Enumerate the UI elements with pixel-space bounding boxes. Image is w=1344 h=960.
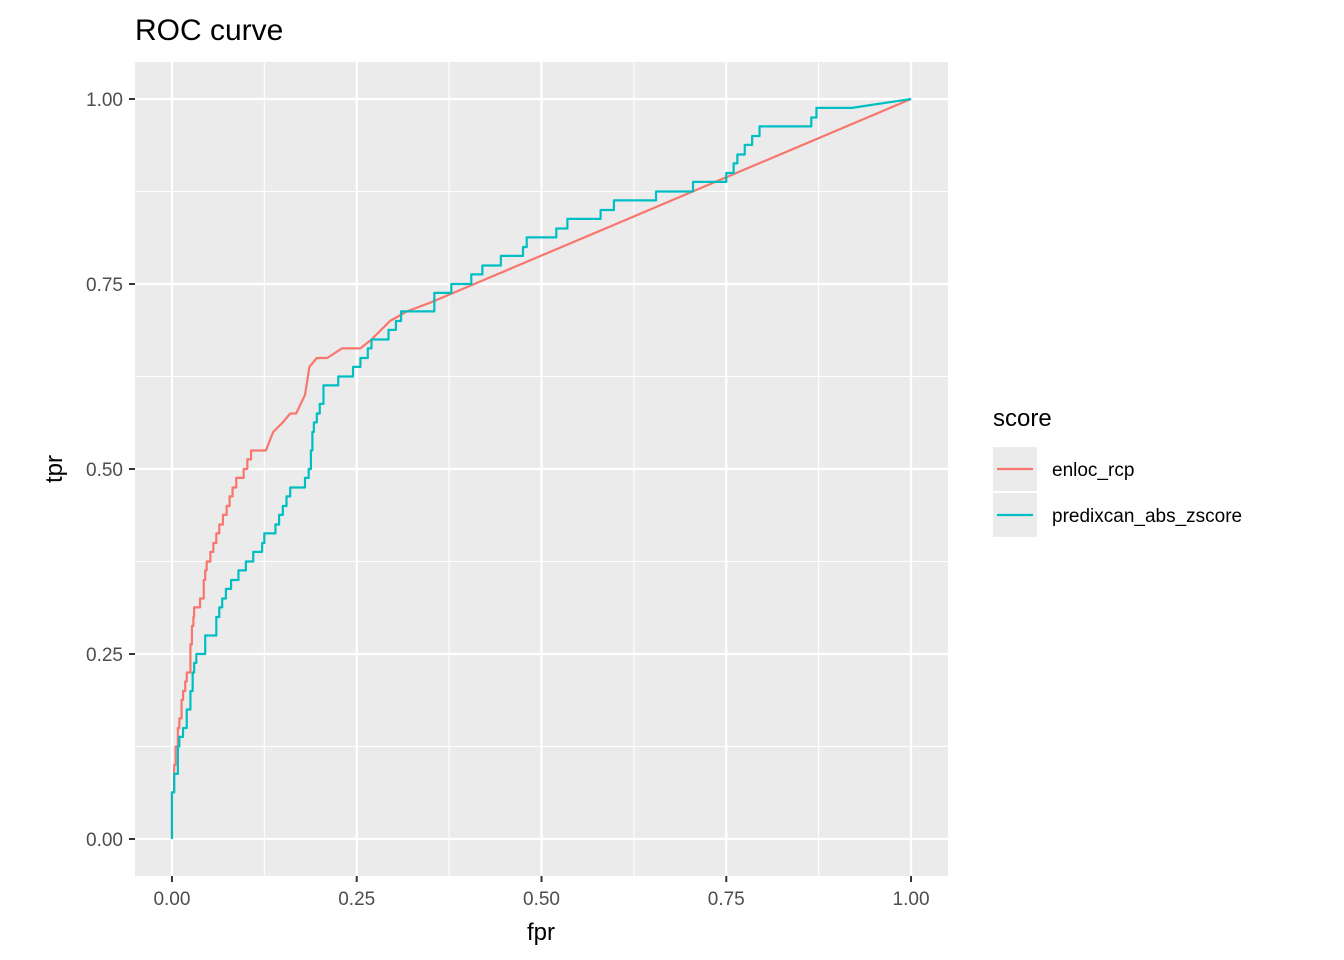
y-tick-label: 1.00 xyxy=(86,90,123,111)
legend: score enloc_rcp predixcan_abs_zscore xyxy=(993,405,1242,537)
series-layer xyxy=(170,97,912,839)
y-axis: 0.00 0.25 0.50 0.75 1.00 xyxy=(86,90,135,851)
series-line-predixcan-abs-zscore xyxy=(170,97,912,839)
series-line-enloc-rcp xyxy=(170,97,912,839)
y-tick-label: 0.75 xyxy=(86,275,123,296)
x-tick-label: 0.50 xyxy=(523,889,560,910)
legend-label: enloc_rcp xyxy=(1052,460,1134,481)
x-axis-title: fpr xyxy=(527,919,555,946)
x-tick-label: 0.25 xyxy=(338,889,375,910)
x-axis: 0.00 0.25 0.50 0.75 1.00 xyxy=(153,876,930,910)
major-gridlines xyxy=(135,62,948,876)
legend-title: score xyxy=(993,405,1052,432)
x-tick-label: 1.00 xyxy=(893,889,930,910)
x-tick-label: 0.75 xyxy=(708,889,745,910)
y-tick-label: 0.25 xyxy=(86,645,123,666)
chart-title: ROC curve xyxy=(135,14,283,47)
y-tick-label: 0.00 xyxy=(86,830,123,851)
y-tick-label: 0.50 xyxy=(86,460,123,481)
y-axis-title: tpr xyxy=(41,455,68,483)
x-tick-label: 0.00 xyxy=(153,889,190,910)
legend-label: predixcan_abs_zscore xyxy=(1052,506,1242,527)
